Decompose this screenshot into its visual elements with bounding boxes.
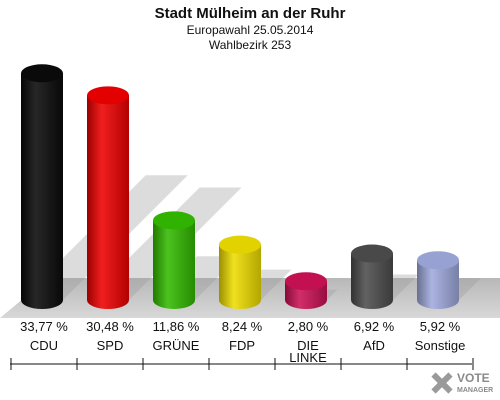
bar-afd [351, 244, 393, 309]
bar-sonstige [417, 251, 459, 309]
bar-body-gr-ne [153, 220, 195, 309]
chart-subtitle-election: Europawahl 25.05.2014 [187, 23, 314, 37]
value-label-afd: 6,92 % [354, 319, 395, 334]
chart-title: Stadt Mülheim an der Ruhr [155, 5, 346, 22]
bar-body-spd [87, 95, 129, 309]
bar-top-gr-ne [153, 211, 195, 230]
chart-subtitle-district: Wahlbezirk 253 [209, 38, 292, 52]
category-label-spd: SPD [97, 338, 124, 353]
value-label-die-linke: 2,80 % [288, 319, 329, 334]
category-label-fdp: FDP [229, 338, 255, 353]
bar-top-sonstige [417, 251, 459, 270]
bar-die-linke [285, 272, 327, 309]
category-label-gr-ne: GRÜNE [153, 338, 200, 353]
category-label-die-linke-line2: LINKE [289, 350, 327, 365]
bar-body-sonstige [417, 260, 459, 309]
bar-top-spd [87, 86, 129, 105]
logo-vote-text: VOTE [457, 371, 490, 385]
vote-manager-logo: VOTE MANAGER [431, 371, 493, 394]
bar-top-cdu [21, 64, 63, 83]
category-label-cdu: CDU [30, 338, 58, 353]
value-label-cdu: 33,77 % [20, 319, 68, 334]
bar-body-fdp [219, 244, 261, 309]
category-label-die-linke-line1: DIE [297, 338, 319, 353]
value-label-fdp: 8,24 % [222, 319, 263, 334]
bar-body-afd [351, 253, 393, 309]
value-label-sonstige: 5,92 % [420, 319, 461, 334]
category-label-sonstige: Sonstige [415, 338, 466, 353]
bar-top-afd [351, 244, 393, 263]
bar-cdu [21, 64, 63, 309]
value-label-gr-ne: 11,86 % [153, 319, 200, 334]
value-label-spd: 30,48 % [86, 319, 134, 334]
bar-top-fdp [219, 235, 261, 254]
bar-top-die-linke [285, 272, 327, 291]
bar-gr-ne [153, 211, 195, 309]
bar-body-cdu [21, 73, 63, 309]
bars-group [21, 64, 459, 309]
value-labels-group: 33,77 % 30,48 % 11,86 % 8,24 % 2,80 % 6,92 % 5… [20, 319, 461, 334]
bar-spd [87, 86, 129, 309]
logo-manager-text: MANAGER [457, 387, 493, 394]
ballot-cross-icon [431, 372, 453, 394]
category-label-afd: AfD [363, 338, 385, 353]
bar-fdp [219, 235, 261, 309]
